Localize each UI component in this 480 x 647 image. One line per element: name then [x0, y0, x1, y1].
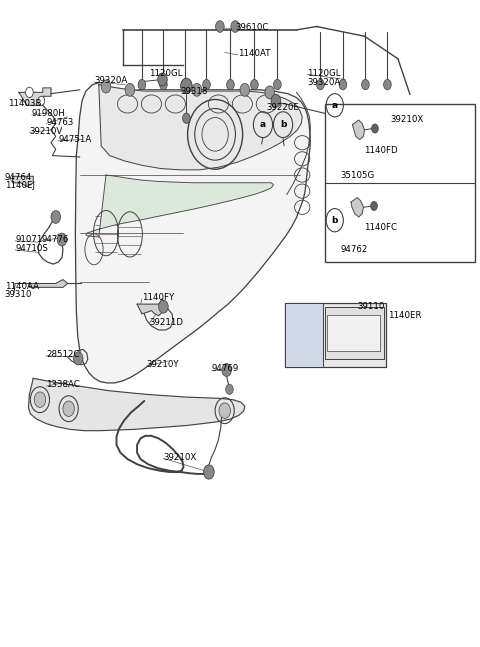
Text: 39110: 39110: [357, 302, 384, 311]
Circle shape: [181, 80, 189, 90]
Text: 39210X: 39210X: [163, 453, 197, 462]
Text: 1120GL: 1120GL: [307, 69, 340, 78]
Text: a: a: [260, 120, 266, 129]
Text: 39211D: 39211D: [149, 318, 183, 327]
Text: 39210X: 39210X: [391, 115, 424, 124]
Circle shape: [138, 80, 146, 90]
Bar: [327, 315, 380, 351]
Text: 91980H: 91980H: [32, 109, 66, 118]
Text: 1140EJ: 1140EJ: [4, 182, 35, 190]
Circle shape: [63, 401, 74, 417]
Circle shape: [204, 465, 214, 479]
Circle shape: [125, 83, 135, 96]
Text: 94751A: 94751A: [58, 135, 91, 144]
Circle shape: [216, 21, 224, 32]
Circle shape: [222, 364, 231, 377]
Text: 39320A: 39320A: [307, 78, 340, 87]
Circle shape: [158, 300, 168, 313]
Circle shape: [372, 124, 378, 133]
Circle shape: [371, 201, 377, 210]
Circle shape: [180, 78, 192, 94]
Circle shape: [251, 80, 258, 90]
Circle shape: [51, 210, 60, 223]
Polygon shape: [28, 378, 245, 431]
Circle shape: [34, 392, 46, 408]
Text: a: a: [332, 101, 338, 110]
Text: 1140FY: 1140FY: [142, 293, 174, 302]
Polygon shape: [75, 83, 311, 383]
Circle shape: [203, 80, 210, 90]
Text: b: b: [332, 215, 338, 225]
Circle shape: [240, 83, 250, 96]
Circle shape: [73, 352, 83, 365]
Text: 94762: 94762: [340, 245, 368, 254]
Text: 94763: 94763: [46, 118, 73, 127]
Text: 35105G: 35105G: [340, 171, 375, 179]
Text: 39210Y: 39210Y: [147, 360, 180, 369]
Circle shape: [227, 80, 234, 90]
Bar: [286, 303, 323, 367]
Text: 39220E: 39220E: [266, 103, 299, 112]
Text: b: b: [280, 120, 286, 129]
Polygon shape: [99, 85, 302, 170]
Polygon shape: [12, 176, 33, 186]
Circle shape: [384, 80, 391, 90]
Circle shape: [317, 80, 324, 90]
Circle shape: [361, 80, 369, 90]
Bar: [286, 303, 386, 367]
Circle shape: [271, 94, 281, 107]
Circle shape: [192, 83, 202, 96]
Circle shape: [219, 403, 230, 419]
Text: 39310: 39310: [4, 290, 32, 299]
Text: 1140FC: 1140FC: [364, 223, 397, 232]
Text: 39318: 39318: [180, 87, 207, 96]
Circle shape: [101, 80, 111, 93]
Circle shape: [274, 80, 281, 90]
Text: 1140AA: 1140AA: [4, 281, 38, 291]
Polygon shape: [29, 280, 68, 287]
Text: 28512C: 28512C: [46, 350, 80, 359]
Polygon shape: [352, 120, 364, 140]
Circle shape: [57, 233, 67, 246]
Text: 94764: 94764: [4, 173, 32, 182]
Circle shape: [157, 73, 167, 86]
Circle shape: [25, 87, 33, 98]
Text: 39320A: 39320A: [94, 76, 127, 85]
Circle shape: [265, 86, 275, 99]
Text: 39610C: 39610C: [235, 23, 269, 32]
Circle shape: [182, 113, 190, 124]
Bar: [325, 104, 475, 262]
Circle shape: [159, 80, 167, 90]
Text: 1140ER: 1140ER: [388, 311, 422, 320]
Text: 1140AT: 1140AT: [238, 49, 270, 58]
Bar: [325, 307, 384, 359]
Circle shape: [38, 96, 45, 105]
Text: 1140FD: 1140FD: [364, 146, 398, 155]
Text: 94776: 94776: [41, 235, 69, 244]
Text: 1338AC: 1338AC: [46, 380, 80, 389]
Text: 11403B: 11403B: [8, 100, 42, 109]
Polygon shape: [19, 88, 51, 105]
Circle shape: [226, 384, 233, 395]
Text: 94769: 94769: [211, 364, 239, 373]
Circle shape: [231, 21, 240, 32]
Circle shape: [404, 112, 413, 125]
Text: 91071: 91071: [15, 235, 42, 244]
Polygon shape: [86, 175, 274, 237]
Circle shape: [339, 80, 347, 90]
Text: 39210V: 39210V: [29, 127, 63, 136]
Polygon shape: [351, 197, 363, 217]
Polygon shape: [137, 299, 164, 316]
Text: 1120GL: 1120GL: [149, 69, 182, 78]
Text: 94710S: 94710S: [15, 244, 48, 253]
